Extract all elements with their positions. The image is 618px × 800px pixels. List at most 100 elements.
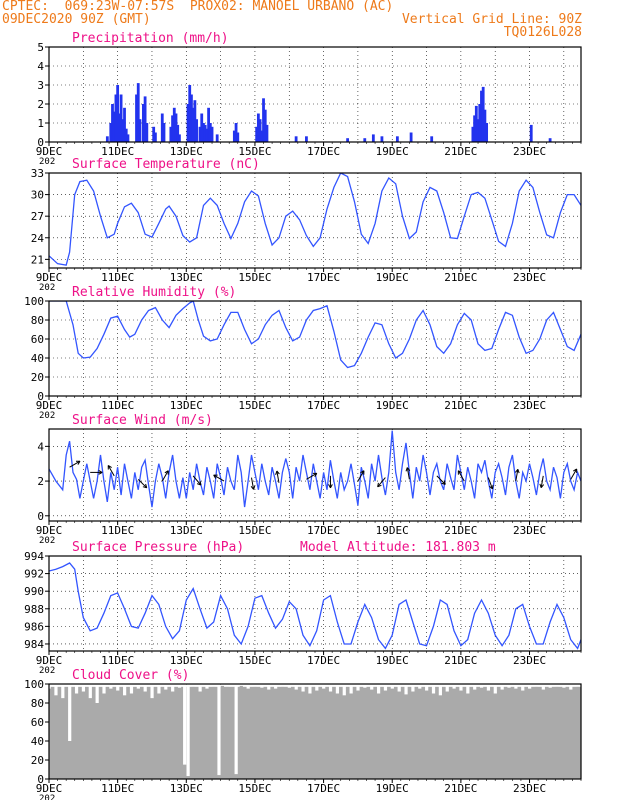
cloud-bar bbox=[54, 695, 58, 779]
wind-xtick-label: 21DEC bbox=[444, 524, 477, 537]
cloud-bar bbox=[349, 693, 353, 779]
rh-xtick-label: 11DEC bbox=[101, 399, 134, 412]
cloud-gap bbox=[328, 684, 333, 692]
cloud-gap bbox=[198, 684, 202, 692]
cloud-gap bbox=[68, 684, 72, 741]
cloud-gap bbox=[183, 684, 187, 765]
precip-bar bbox=[236, 132, 240, 142]
cloud-bar bbox=[356, 690, 360, 779]
precip-frame bbox=[48, 46, 582, 143]
rh-xtick-label: 19DEC bbox=[376, 399, 409, 412]
precip-bar bbox=[255, 126, 259, 142]
cloud-bar bbox=[364, 686, 373, 779]
cloud-bar bbox=[412, 686, 421, 779]
cloud-bar bbox=[90, 686, 98, 779]
cloud-bar bbox=[254, 686, 263, 779]
cloud-bar bbox=[569, 689, 573, 779]
precip-bar bbox=[117, 113, 121, 142]
cloud-bar bbox=[425, 690, 429, 779]
cloud-bar bbox=[507, 687, 511, 779]
precip-bar bbox=[480, 90, 483, 142]
cloud-bar bbox=[474, 686, 482, 779]
cloud-bar bbox=[500, 689, 504, 779]
precip-xtick-label: 15DEC bbox=[238, 145, 271, 158]
cloud-gap bbox=[528, 684, 532, 689]
rh-title: Relative Humidity (%) bbox=[72, 285, 236, 300]
cloud-bar bbox=[454, 686, 462, 779]
cloud-bar bbox=[110, 686, 119, 779]
precip-bar bbox=[203, 124, 207, 142]
cloud-gap bbox=[349, 684, 353, 694]
cloud-bar bbox=[177, 687, 182, 779]
cloud-bar bbox=[287, 687, 291, 779]
precip-bar bbox=[346, 138, 350, 142]
cloud-bar bbox=[357, 686, 366, 779]
precip-bar bbox=[430, 136, 434, 142]
pres-panel bbox=[45, 555, 582, 655]
pres-line bbox=[49, 562, 581, 650]
cloud-bar bbox=[68, 741, 72, 779]
wind-arrow bbox=[276, 470, 280, 483]
cloud-bar bbox=[296, 686, 304, 779]
rh-plot bbox=[49, 301, 581, 369]
cloud-gap bbox=[445, 684, 449, 692]
wind-xtick-label: 9DEC bbox=[36, 524, 63, 537]
temp-xtick-label: 21DEC bbox=[444, 271, 477, 284]
temp-xtick-label: 13DEC bbox=[170, 271, 203, 284]
pres-xtick-label: 11DEC bbox=[101, 654, 134, 667]
wind-arrow bbox=[457, 470, 465, 482]
cloud-bar bbox=[158, 686, 167, 779]
cloud-bar bbox=[399, 686, 407, 779]
precip-bar bbox=[485, 123, 489, 142]
cloud-bar bbox=[433, 686, 441, 779]
rh-ytick-label: 80 bbox=[31, 314, 44, 327]
temp-panel bbox=[45, 172, 582, 272]
precip-bar bbox=[380, 136, 384, 142]
cloud-gap bbox=[411, 684, 415, 692]
precip-bar bbox=[256, 113, 260, 142]
cloud-bar bbox=[508, 686, 517, 779]
cloud-ytick-label: 0 bbox=[37, 773, 44, 786]
cloud-gap bbox=[363, 684, 367, 688]
precip-ytick-label: 2 bbox=[37, 98, 44, 111]
cloud-gap bbox=[95, 684, 99, 703]
wind-ytick-label: 4 bbox=[37, 440, 44, 453]
precip-xtick-label: 17DEC bbox=[307, 145, 340, 158]
header-date: 09DEC2020 90Z (GMT) bbox=[2, 12, 151, 27]
cloud-bar bbox=[385, 686, 393, 779]
cloud-gap bbox=[569, 684, 573, 690]
cloud-gap bbox=[54, 684, 58, 696]
cloud-bar bbox=[390, 688, 394, 779]
pres-plot bbox=[49, 562, 581, 650]
cloud-bar bbox=[337, 686, 345, 779]
cloud-bar bbox=[124, 686, 132, 779]
cloud-gap bbox=[164, 684, 168, 690]
wind-arrow-head bbox=[107, 465, 112, 470]
precip-bar bbox=[471, 126, 475, 142]
cloud-bar bbox=[282, 686, 290, 779]
precip-bar bbox=[176, 124, 180, 142]
cloud-bar bbox=[171, 691, 175, 779]
cloud-bar bbox=[143, 691, 147, 779]
cloud-bar bbox=[123, 695, 127, 779]
cloud-bar bbox=[502, 686, 510, 779]
cloud-gap bbox=[212, 684, 216, 687]
cloud-bar bbox=[268, 686, 277, 779]
cloud-bar bbox=[117, 686, 126, 779]
cloud-bar bbox=[62, 686, 71, 779]
wind-arrow-head bbox=[196, 481, 202, 486]
precip-bar bbox=[483, 109, 487, 142]
cloud-bar bbox=[248, 686, 256, 779]
rh-xtick-label: 23DEC bbox=[513, 399, 546, 412]
cloud-bar bbox=[342, 695, 346, 779]
cloud-gap bbox=[61, 684, 65, 699]
wind-arrow-head bbox=[213, 474, 218, 479]
cloud-gap bbox=[555, 684, 559, 687]
cloud-bar bbox=[309, 686, 318, 779]
cloud-bar bbox=[328, 691, 333, 779]
cloud-bar bbox=[419, 686, 428, 779]
cloud-bar bbox=[452, 688, 456, 779]
precip-bar bbox=[121, 119, 125, 142]
precip-bar bbox=[476, 119, 480, 142]
cloud-xtick-label: 23DEC bbox=[513, 782, 546, 795]
